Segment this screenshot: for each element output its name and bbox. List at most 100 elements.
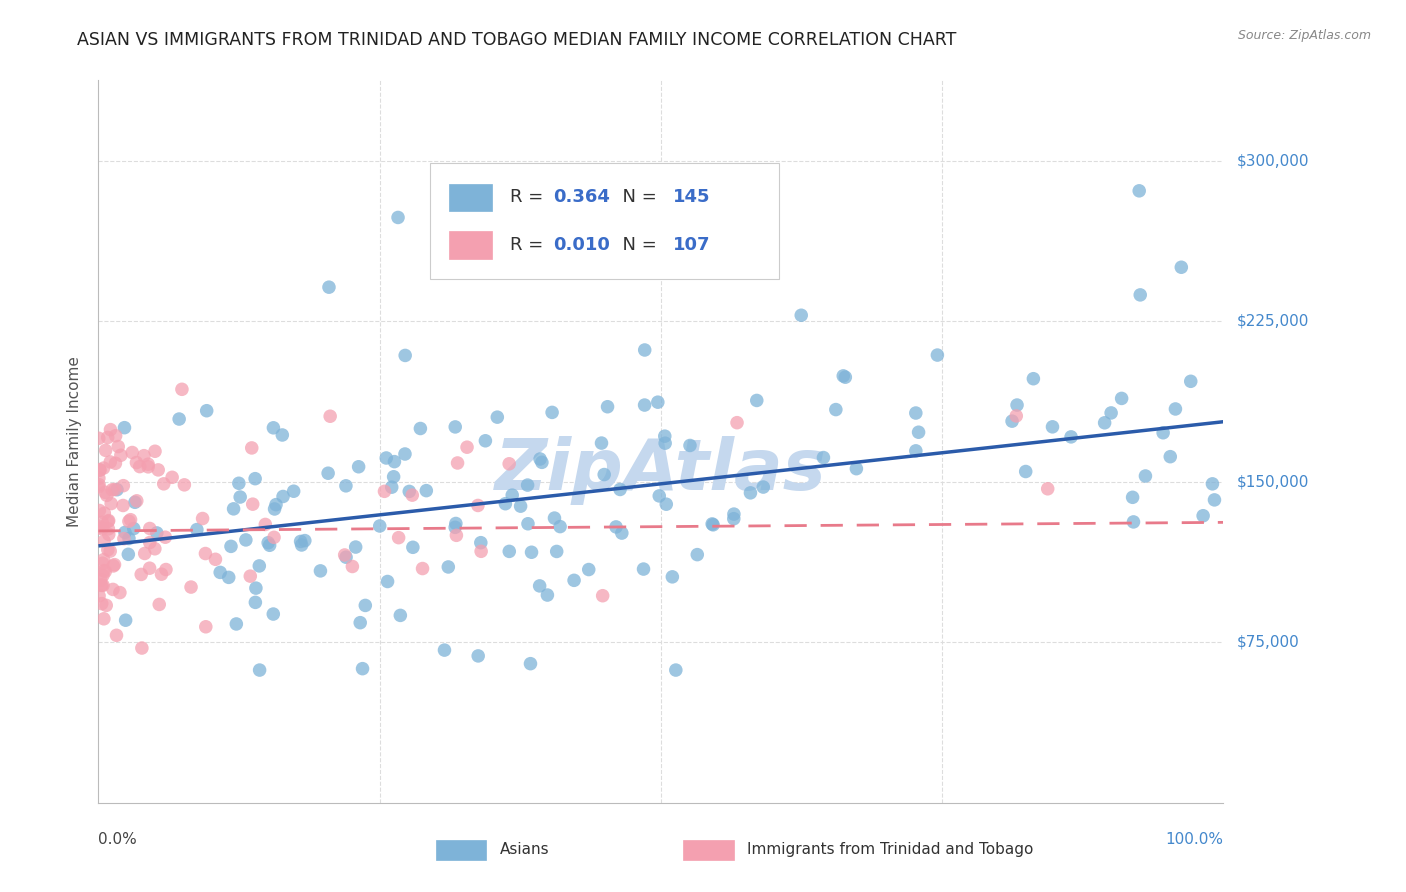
Point — [470, 535, 492, 549]
Point — [388, 531, 411, 545]
Point — [1036, 482, 1059, 496]
Point — [94, 443, 117, 458]
Point — [263, 530, 285, 544]
Point — [160, 470, 183, 484]
Point — [318, 280, 340, 294]
Point — [108, 585, 131, 599]
Point — [259, 538, 281, 552]
Point — [740, 486, 762, 500]
Point — [516, 478, 538, 492]
Point — [592, 589, 614, 603]
Point — [907, 425, 929, 440]
Text: 107: 107 — [673, 236, 710, 254]
Point — [125, 493, 148, 508]
Point — [373, 484, 395, 499]
Point — [100, 497, 122, 511]
Point — [218, 570, 240, 584]
Point — [114, 525, 136, 540]
Point — [87, 477, 110, 491]
Point — [87, 589, 110, 603]
Point — [87, 521, 110, 535]
Point — [93, 552, 115, 566]
Point — [89, 463, 111, 477]
Point — [91, 522, 114, 536]
Point — [228, 476, 250, 491]
Point — [927, 348, 949, 362]
Point — [97, 514, 120, 528]
Point — [152, 476, 174, 491]
Point — [456, 440, 478, 454]
Text: 100.0%: 100.0% — [1166, 831, 1223, 847]
Point — [605, 520, 627, 534]
Point — [723, 507, 745, 521]
Point — [155, 530, 177, 544]
Text: 145: 145 — [673, 188, 710, 206]
Point — [834, 370, 856, 384]
Point — [87, 431, 110, 445]
Point — [94, 565, 117, 579]
Point — [91, 556, 114, 570]
Point — [402, 541, 425, 555]
Point — [180, 580, 202, 594]
Point — [467, 648, 489, 663]
Point — [790, 308, 813, 322]
Point — [541, 405, 564, 419]
Point — [609, 483, 631, 497]
Point — [398, 484, 420, 499]
Point — [654, 429, 676, 443]
Point — [1201, 476, 1223, 491]
Point — [128, 459, 150, 474]
Point — [89, 503, 111, 517]
Point — [249, 663, 271, 677]
Point — [470, 544, 492, 558]
Point — [401, 488, 423, 502]
Point — [593, 467, 616, 482]
Point — [96, 599, 118, 613]
Point — [143, 541, 166, 556]
Point — [243, 472, 266, 486]
Point — [186, 523, 208, 537]
Point — [194, 547, 217, 561]
Point — [173, 478, 195, 492]
Point — [375, 450, 398, 465]
Point — [103, 558, 125, 572]
Point — [136, 457, 159, 471]
Point — [271, 490, 294, 504]
Point — [832, 368, 855, 383]
Point — [1005, 398, 1028, 412]
Point — [167, 412, 190, 426]
Point — [240, 441, 263, 455]
Point — [1129, 288, 1152, 302]
Point — [1099, 406, 1122, 420]
Point — [245, 581, 267, 595]
Point — [529, 579, 551, 593]
Point — [271, 428, 294, 442]
Point — [239, 569, 262, 583]
Point — [446, 528, 468, 542]
Point — [195, 403, 218, 417]
Point — [89, 463, 111, 477]
Point — [344, 540, 367, 554]
Point — [517, 516, 540, 531]
Point — [1135, 469, 1157, 483]
Point — [96, 488, 118, 502]
Point — [146, 525, 169, 540]
Point — [103, 558, 125, 573]
Point — [354, 599, 377, 613]
Point — [384, 455, 406, 469]
Point — [1192, 508, 1215, 523]
Point — [1001, 414, 1024, 428]
Point — [120, 513, 142, 527]
Point — [319, 409, 342, 424]
Point — [546, 544, 568, 558]
Point — [530, 455, 553, 469]
Point — [648, 489, 671, 503]
Point — [134, 546, 156, 560]
Point — [387, 211, 409, 225]
Point — [93, 612, 115, 626]
Point — [97, 430, 120, 444]
Point — [262, 421, 284, 435]
Point — [219, 540, 242, 554]
Point — [247, 558, 270, 573]
Point — [412, 561, 434, 575]
